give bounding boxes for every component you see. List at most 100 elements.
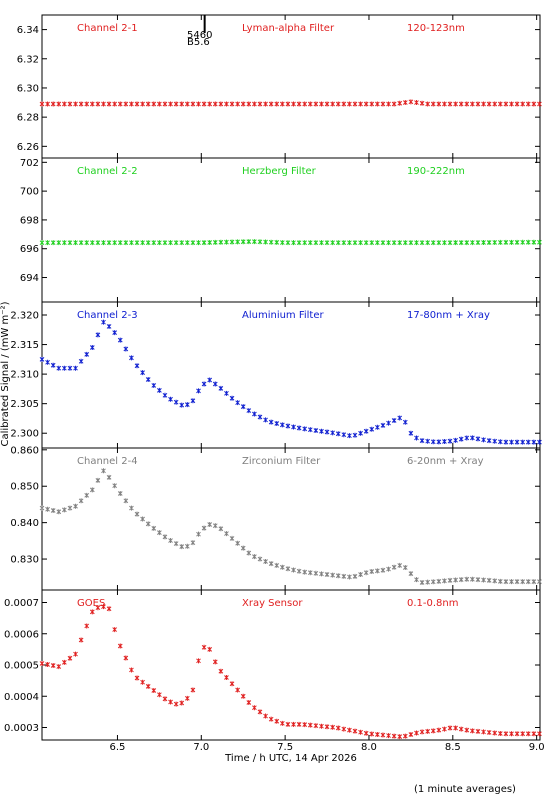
chart-panels: 6.26 6.28 6.30 6.32 6.34 Channel 2-1 Lyman-alp… <box>4 14 542 741</box>
data-point <box>229 395 235 401</box>
data-point <box>235 239 240 245</box>
data-point <box>112 483 118 489</box>
data-point <box>414 435 419 441</box>
data-point <box>117 101 123 107</box>
y-axis-label: Calibrated Signal / (mW m⁻²) <box>0 301 11 446</box>
data-point <box>397 100 403 106</box>
data-point <box>319 723 324 729</box>
data-point <box>425 579 431 585</box>
data-point <box>470 240 475 246</box>
data-point <box>531 731 537 737</box>
data-point <box>45 359 50 365</box>
data-point <box>425 240 431 246</box>
data-point <box>162 696 168 702</box>
data-point <box>184 402 190 408</box>
data-point <box>212 381 218 387</box>
data-point <box>497 101 503 107</box>
data-point <box>380 567 386 573</box>
data-point <box>168 396 173 402</box>
data-point <box>279 101 285 107</box>
y-tick-label: 0.0005 <box>4 661 39 672</box>
data-point <box>190 687 196 693</box>
panel-filter-label: Lyman-alpha Filter <box>242 23 335 34</box>
data-point <box>386 733 391 739</box>
data-point <box>196 240 201 246</box>
data-point <box>134 363 140 369</box>
data-point <box>129 240 134 246</box>
data-point <box>347 574 352 580</box>
data-point <box>145 240 151 246</box>
data-point <box>212 523 218 529</box>
data-point <box>45 101 50 107</box>
data-point <box>268 716 274 722</box>
data-point <box>531 439 537 445</box>
data-point <box>106 323 112 329</box>
data-point <box>358 430 363 436</box>
data-point <box>123 655 129 661</box>
data-point <box>123 498 129 504</box>
data-series <box>39 604 542 740</box>
data-point <box>257 239 263 245</box>
data-point <box>235 101 240 107</box>
data-point <box>520 731 526 737</box>
data-point <box>408 732 414 738</box>
data-point <box>140 516 145 522</box>
data-point <box>89 487 95 493</box>
data-point <box>95 605 101 611</box>
data-point <box>279 422 285 428</box>
data-point <box>503 101 509 107</box>
data-point <box>341 726 347 732</box>
data-point <box>363 101 369 107</box>
data-point <box>509 579 514 585</box>
data-point <box>402 240 408 246</box>
x-axis: 6.5 7.0 7.5 8.0 8.5 9.0 <box>110 742 545 753</box>
data-point <box>319 240 324 246</box>
y-tick-label: 2.320 <box>10 311 39 322</box>
data-point <box>330 724 335 730</box>
data-point <box>307 240 313 246</box>
data-point <box>235 540 240 546</box>
data-point <box>78 101 84 107</box>
data-point <box>285 101 291 107</box>
data-point <box>509 101 514 107</box>
data-point <box>470 101 475 107</box>
data-point <box>302 240 308 246</box>
data-point <box>363 570 369 576</box>
data-point <box>302 722 308 728</box>
data-point <box>56 509 62 515</box>
data-point <box>263 239 268 245</box>
data-point <box>190 240 196 246</box>
data-point <box>442 101 447 107</box>
data-point <box>56 240 62 246</box>
data-point <box>168 538 173 544</box>
data-point <box>397 415 403 421</box>
data-point <box>224 675 229 680</box>
data-point <box>352 101 358 107</box>
panel-filter-label: Aluminium Filter <box>242 310 325 321</box>
data-point <box>313 240 319 246</box>
data-point <box>447 438 453 444</box>
data-point <box>95 332 101 338</box>
data-point <box>296 425 302 431</box>
data-point <box>486 438 492 444</box>
data-point <box>430 439 436 445</box>
data-point <box>509 439 514 445</box>
data-point <box>229 535 235 541</box>
data-point <box>45 506 50 512</box>
data-point <box>291 424 296 430</box>
data-point <box>263 713 268 719</box>
data-point <box>207 646 213 652</box>
data-point <box>436 727 442 733</box>
data-point <box>408 99 414 105</box>
data-point <box>274 562 280 568</box>
data-point <box>470 576 475 582</box>
panel-channel-label: Channel 2-4 <box>77 456 138 467</box>
data-point <box>89 240 95 246</box>
data-point <box>363 240 369 246</box>
data-point <box>268 239 274 245</box>
data-point <box>324 101 330 107</box>
data-point <box>291 240 296 246</box>
data-point <box>173 701 179 707</box>
data-point <box>464 576 470 582</box>
data-point <box>375 101 380 107</box>
